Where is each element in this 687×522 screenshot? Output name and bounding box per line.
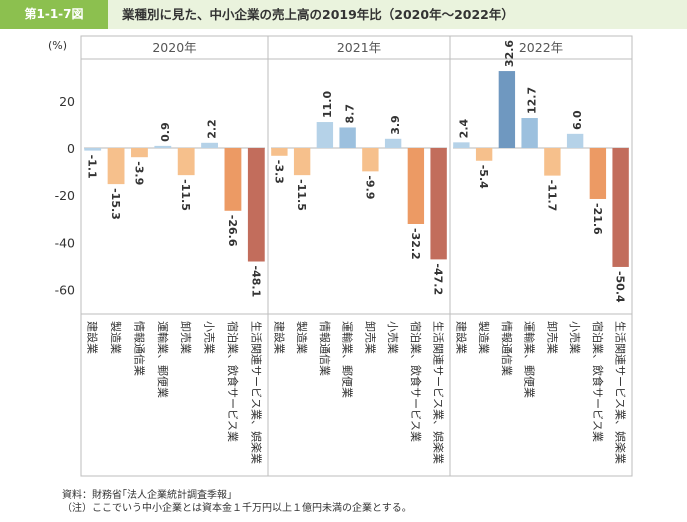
category-label: 製造業 (477, 321, 491, 354)
bar (316, 122, 334, 148)
data-label: -1.1 (86, 155, 99, 179)
data-label: 11.0 (321, 91, 334, 118)
y-tick-label: -60 (55, 283, 75, 298)
category-label: 小売業 (203, 321, 216, 354)
data-label: 0.9 (159, 122, 172, 142)
bar (453, 142, 470, 148)
bar (131, 148, 148, 158)
category-label: 宿泊業、飲食サービス業 (591, 321, 605, 442)
data-label: -3.3 (272, 160, 285, 184)
title-bar (0, 0, 687, 29)
bar (407, 148, 425, 224)
notes: 資料：財務省｢法人企業統計調査季報｣ （注）ここでいう中小企業とは資本金１千万円… (62, 489, 412, 515)
category-label: 運輸業、郵便業 (523, 321, 537, 398)
data-label: -11.7 (545, 180, 558, 212)
footnote: （注）ここでいう中小企業とは資本金１千万円以上１億円未満の企業とする。 (62, 503, 412, 514)
figure-title: 業種別に見た、中小企業の売上高の2019年比（2020年～2022年） (122, 7, 514, 22)
bar (84, 148, 102, 151)
bar (154, 145, 172, 148)
data-label: -47.2 (432, 263, 445, 295)
category-label: 生活関連サービス業、娯楽業 (614, 321, 628, 464)
bar (475, 148, 493, 161)
bar (293, 148, 311, 176)
category-label: 宿泊業、飲食サービス業 (409, 321, 423, 442)
bar (339, 127, 356, 148)
figure-number: 第1-1-7図 (0, 0, 108, 29)
data-label: -21.6 (591, 203, 604, 235)
bar (177, 148, 195, 176)
category-label: 生活関連サービス業、娯楽業 (432, 321, 446, 464)
bar (107, 148, 125, 185)
data-label: 8.7 (344, 104, 357, 124)
chart-frame (80, 35, 633, 477)
data-label: -15.3 (109, 188, 122, 220)
category-label: 製造業 (295, 321, 309, 354)
category-label: 情報通信業 (132, 321, 145, 376)
y-axis-label: (%) (48, 39, 67, 52)
bar (384, 138, 402, 148)
category-label: 運輸業、郵便業 (341, 321, 355, 398)
data-label: 2.4 (457, 119, 470, 139)
bar (201, 142, 218, 148)
bar (430, 148, 447, 260)
data-label: -5.4 (477, 165, 490, 189)
category-label: 運輸業、郵便業 (156, 321, 170, 398)
panel-header: 2022年 (519, 40, 563, 55)
category-label: 製造業 (109, 321, 123, 354)
category-label: 卸売業 (363, 321, 377, 354)
category-label: 卸売業 (179, 321, 193, 354)
y-tick-label: 20 (59, 94, 75, 109)
data-label: 12.7 (526, 87, 539, 114)
data-label: -11.5 (179, 179, 192, 211)
data-label: -26.6 (226, 215, 239, 247)
bar (362, 148, 379, 172)
data-label: 2.2 (206, 119, 219, 139)
y-tick-label: -40 (55, 235, 75, 250)
data-label: -50.4 (614, 271, 627, 303)
panel-header: 2021年 (337, 40, 381, 55)
data-label: -3.9 (132, 161, 145, 185)
category-label: 生活関連サービス業、娯楽業 (249, 321, 263, 464)
data-label: 6.0 (571, 110, 584, 130)
data-label: -32.2 (409, 228, 422, 260)
category-label: 小売業 (386, 321, 399, 354)
y-tick-label: 0 (67, 141, 75, 156)
category-label: 建設業 (272, 321, 286, 354)
source-note: 資料：財務省｢法人企業統計調査季報｣ (62, 490, 232, 501)
bar-chart: (%) 20 0 -20 -40 -60 2020年 -1.1 建設業 -15.3 製造業 -3.9 情… (48, 35, 633, 477)
bar (224, 148, 242, 211)
bar (589, 148, 607, 199)
bar (271, 148, 288, 156)
category-label: 情報通信業 (500, 321, 513, 376)
data-label: -11.5 (295, 179, 308, 211)
category-label: 宿泊業、飲食サービス業 (226, 321, 240, 442)
category-label: 情報通信業 (318, 321, 331, 376)
bar (612, 148, 629, 267)
bar (247, 148, 265, 262)
category-label: 小売業 (568, 321, 581, 354)
data-label: -9.9 (363, 175, 376, 199)
y-tick-label: -20 (55, 188, 75, 203)
bar (498, 71, 516, 148)
bar (566, 133, 584, 148)
data-label: 32.6 (503, 40, 516, 67)
data-label: 3.9 (389, 115, 402, 134)
category-label: 建設業 (454, 321, 468, 354)
bar (544, 148, 561, 176)
category-label: 卸売業 (545, 321, 559, 354)
data-label: -48.1 (249, 266, 262, 298)
bar (521, 118, 538, 148)
panel-header: 2020年 (152, 40, 196, 55)
category-label: 建設業 (86, 321, 100, 354)
